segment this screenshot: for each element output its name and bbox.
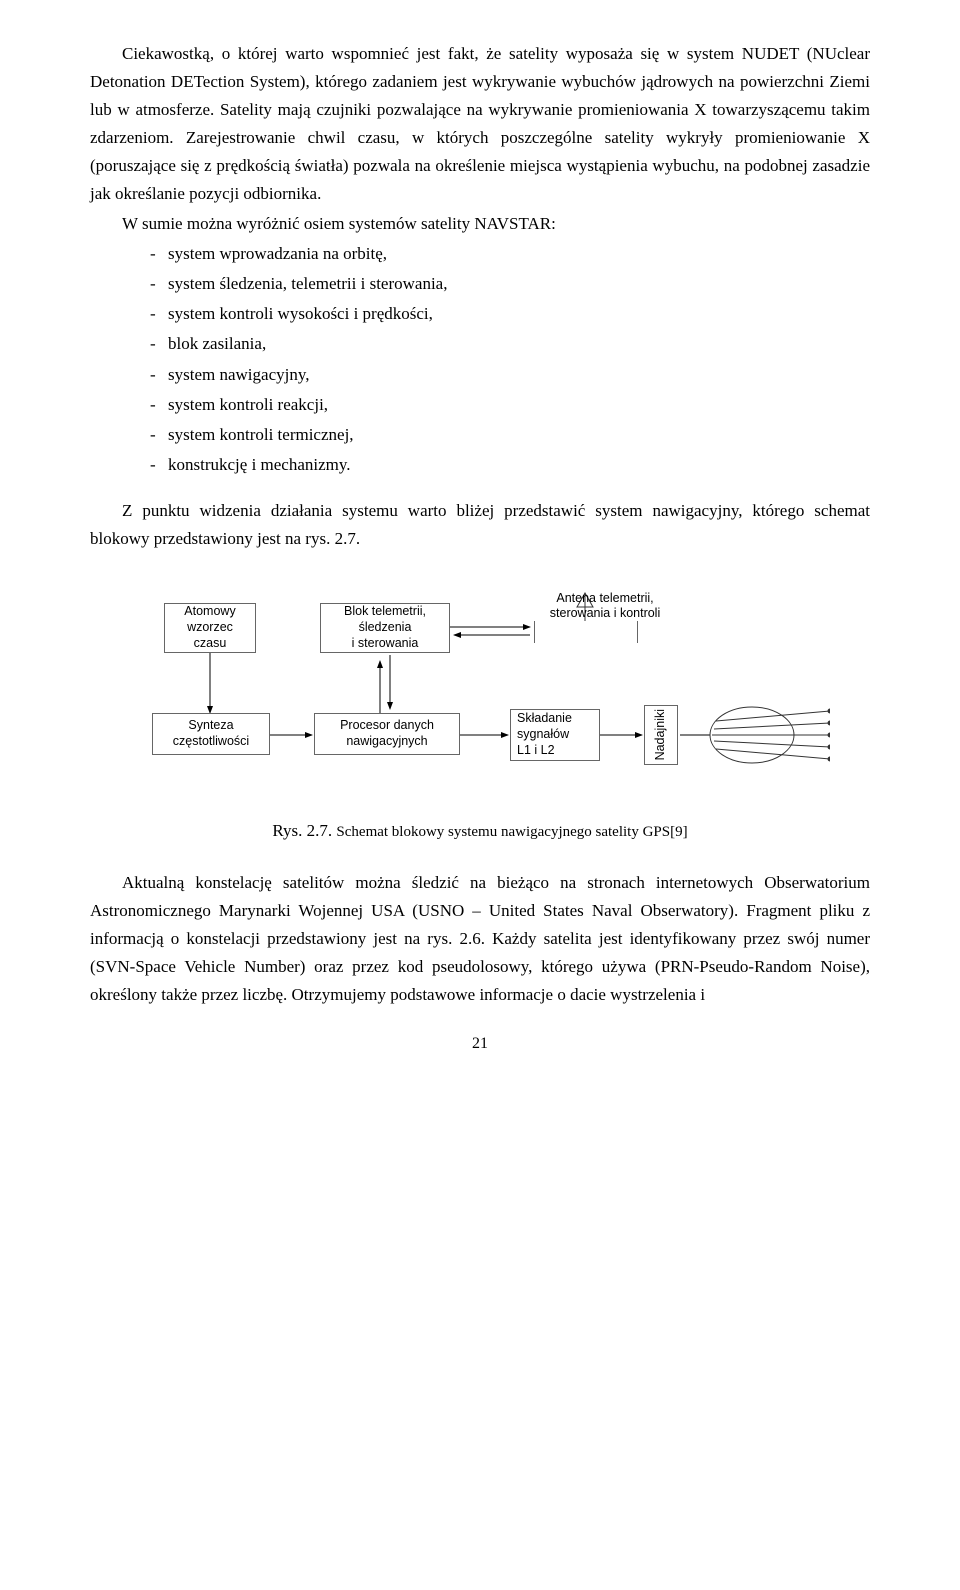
node-atomowy: Atomowy wzorzec czasu bbox=[164, 603, 256, 653]
page: Ciekawostką, o której warto wspomnieć je… bbox=[0, 0, 960, 1087]
paragraph-2-lead: W sumie można wyróżnić osiem systemów sa… bbox=[90, 210, 870, 238]
list-item: system nawigacyjny, bbox=[150, 361, 870, 391]
figure-caption: Rys. 2.7. Schemat blokowy systemu nawiga… bbox=[90, 817, 870, 845]
node-nadajniki: Nadajniki bbox=[644, 705, 678, 765]
node-synteza: Synteza częstotliwości bbox=[152, 713, 270, 755]
node-nadajniki-label: Nadajniki bbox=[653, 709, 669, 760]
list-item: konstrukcję i mechanizmy. bbox=[150, 451, 870, 481]
list-item: system śledzenia, telemetrii i sterowani… bbox=[150, 270, 870, 300]
block-diagram: Atomowy wzorzec czasu Blok telemetrii, ś… bbox=[130, 573, 830, 803]
page-number: 21 bbox=[90, 1011, 870, 1057]
node-skladanie: Składanie sygnałów L1 i L2 bbox=[510, 709, 600, 761]
paragraph-4: Aktualną konstelację satelitów można śle… bbox=[90, 869, 870, 1009]
node-procesor: Procesor danych nawigacyjnych bbox=[314, 713, 460, 755]
spacer bbox=[90, 483, 870, 497]
caption-prefix: Rys. 2.7. bbox=[272, 821, 336, 840]
list-item: system kontroli wysokości i prędkości, bbox=[150, 300, 870, 330]
list-item: system wprowadzania na orbitę, bbox=[150, 240, 870, 270]
list-item: system kontroli reakcji, bbox=[150, 391, 870, 421]
node-antena-box bbox=[534, 621, 638, 643]
list-item: blok zasilania, bbox=[150, 330, 870, 360]
transmit-antenna-icon bbox=[710, 707, 830, 763]
paragraph-3: Z punktu widzenia działania systemu wart… bbox=[90, 497, 870, 553]
paragraph-1: Ciekawostką, o której warto wspomnieć je… bbox=[90, 40, 870, 208]
systems-list: system wprowadzania na orbitę, system śl… bbox=[90, 240, 870, 480]
caption-text: Schemat blokowy systemu nawigacyjnego sa… bbox=[336, 824, 687, 840]
node-antena-label: Antena telemetrii, sterowania i kontroli bbox=[530, 591, 680, 622]
node-blok-telemetrii: Blok telemetrii, śledzenia i sterowania bbox=[320, 603, 450, 653]
list-item: system kontroli termicznej, bbox=[150, 421, 870, 451]
